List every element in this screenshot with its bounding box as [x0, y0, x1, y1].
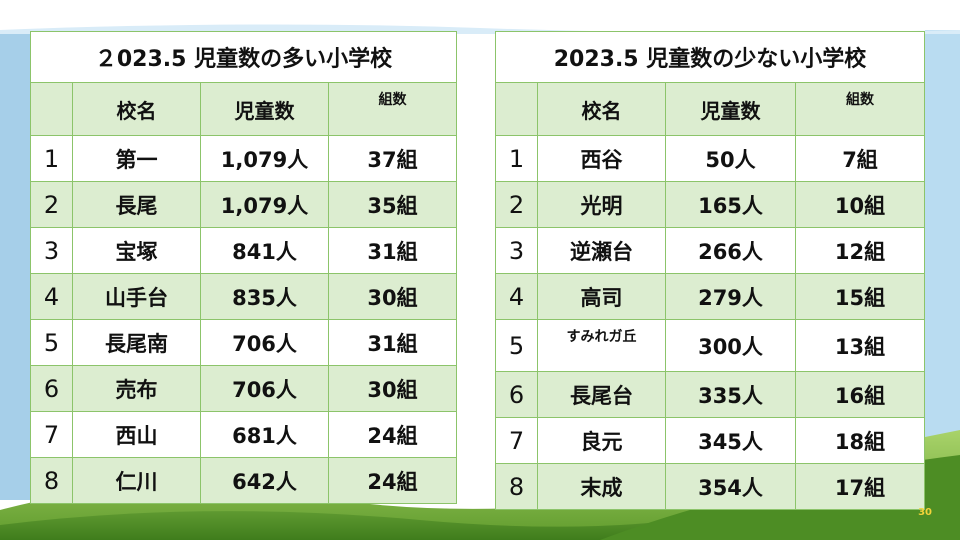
table-row: 7 良元 345人 18組: [495, 417, 925, 464]
rank-cell: 5: [495, 319, 538, 372]
students-cell: 706人: [200, 365, 329, 412]
table-row: 2 光明 165人 10組: [495, 181, 925, 228]
students-cell: 706人: [200, 319, 329, 366]
students-header: 児童数: [665, 82, 796, 136]
students-cell: 835人: [200, 273, 329, 320]
school-name-cell: すみれガ丘: [537, 319, 666, 372]
rank-cell: 2: [30, 181, 73, 228]
table-row: 7 西山 681人 24組: [30, 411, 457, 458]
school-name-cell: 逆瀬台: [537, 227, 666, 274]
table-row: 2 長尾 1,079人 35組: [30, 181, 457, 228]
classes-cell: 30組: [328, 365, 457, 412]
rank-cell: 6: [30, 365, 73, 412]
rank-cell: 2: [495, 181, 538, 228]
table-row: 3 宝塚 841人 31組: [30, 227, 457, 274]
school-name-cell: 第一: [72, 135, 201, 182]
classes-header: 組数: [795, 82, 925, 136]
rank-cell: 4: [495, 273, 538, 320]
classes-cell: 35組: [328, 181, 457, 228]
rank-cell: 1: [495, 135, 538, 182]
school-name-cell: 長尾: [72, 181, 201, 228]
students-cell: 642人: [200, 457, 329, 504]
table-row: 5 すみれガ丘 300人 13組: [495, 319, 925, 372]
school-name-cell: 仁川: [72, 457, 201, 504]
classes-cell: 24組: [328, 457, 457, 504]
table-title: ２023.5 児童数の多い小学校: [30, 31, 457, 83]
students-cell: 50人: [665, 135, 796, 182]
classes-cell: 16組: [795, 371, 925, 418]
rank-cell: 8: [495, 463, 538, 510]
classes-cell: 18組: [795, 417, 925, 464]
students-cell: 681人: [200, 411, 329, 458]
rank-header: [495, 82, 538, 136]
classes-cell: 13組: [795, 319, 925, 372]
table-row: 1 西谷 50人 7組: [495, 135, 925, 182]
small-schools-table: 2023.5 児童数の少ない小学校 校名 児童数 組数 1 西谷 50人 7組 …: [495, 31, 925, 510]
school-name-cell: 西山: [72, 411, 201, 458]
students-cell: 841人: [200, 227, 329, 274]
students-header: 児童数: [200, 82, 329, 136]
sky-strip-right: [925, 30, 960, 500]
classes-cell: 37組: [328, 135, 457, 182]
large-schools-table: ２023.5 児童数の多い小学校 校名 児童数 組数 1 第一 1,079人 3…: [30, 31, 457, 504]
sky-strip-left: [0, 30, 30, 500]
rank-cell: 1: [30, 135, 73, 182]
rank-cell: 7: [30, 411, 73, 458]
students-cell: 1,079人: [200, 135, 329, 182]
students-cell: 345人: [665, 417, 796, 464]
rank-cell: 6: [495, 371, 538, 418]
table-header-row: 校名 児童数 組数: [495, 82, 925, 136]
students-cell: 279人: [665, 273, 796, 320]
table-row: 8 末成 354人 17組: [495, 463, 925, 510]
rank-cell: 7: [495, 417, 538, 464]
classes-cell: 31組: [328, 319, 457, 366]
table-header-row: 校名 児童数 組数: [30, 82, 457, 136]
table-row: 6 売布 706人 30組: [30, 365, 457, 412]
classes-cell: 30組: [328, 273, 457, 320]
table-row: 4 高司 279人 15組: [495, 273, 925, 320]
table-row: 3 逆瀬台 266人 12組: [495, 227, 925, 274]
classes-cell: 7組: [795, 135, 925, 182]
table-title: 2023.5 児童数の少ない小学校: [495, 31, 925, 83]
school-name-cell: 末成: [537, 463, 666, 510]
name-header: 校名: [537, 82, 666, 136]
classes-header: 組数: [328, 82, 457, 136]
name-header: 校名: [72, 82, 201, 136]
students-cell: 354人: [665, 463, 796, 510]
students-cell: 1,079人: [200, 181, 329, 228]
rank-cell: 3: [495, 227, 538, 274]
school-name-cell: 高司: [537, 273, 666, 320]
rank-cell: 8: [30, 457, 73, 504]
students-cell: 300人: [665, 319, 796, 372]
table-row: 6 長尾台 335人 16組: [495, 371, 925, 418]
classes-cell: 24組: [328, 411, 457, 458]
students-cell: 165人: [665, 181, 796, 228]
rank-cell: 5: [30, 319, 73, 366]
page-number: 30: [918, 507, 932, 518]
table-row: 4 山手台 835人 30組: [30, 273, 457, 320]
students-cell: 266人: [665, 227, 796, 274]
rank-cell: 3: [30, 227, 73, 274]
classes-cell: 17組: [795, 463, 925, 510]
students-cell: 335人: [665, 371, 796, 418]
classes-cell: 12組: [795, 227, 925, 274]
school-name-cell: 良元: [537, 417, 666, 464]
school-name-cell: 西谷: [537, 135, 666, 182]
school-name-cell: 山手台: [72, 273, 201, 320]
classes-cell: 31組: [328, 227, 457, 274]
school-name-cell: 長尾南: [72, 319, 201, 366]
school-name-cell: 長尾台: [537, 371, 666, 418]
table-row: 1 第一 1,079人 37組: [30, 135, 457, 182]
classes-cell: 10組: [795, 181, 925, 228]
classes-cell: 15組: [795, 273, 925, 320]
school-name-cell: 光明: [537, 181, 666, 228]
school-name-cell: 宝塚: [72, 227, 201, 274]
school-name-cell: 売布: [72, 365, 201, 412]
rank-header: [30, 82, 73, 136]
table-row: 8 仁川 642人 24組: [30, 457, 457, 504]
table-row: 5 長尾南 706人 31組: [30, 319, 457, 366]
rank-cell: 4: [30, 273, 73, 320]
